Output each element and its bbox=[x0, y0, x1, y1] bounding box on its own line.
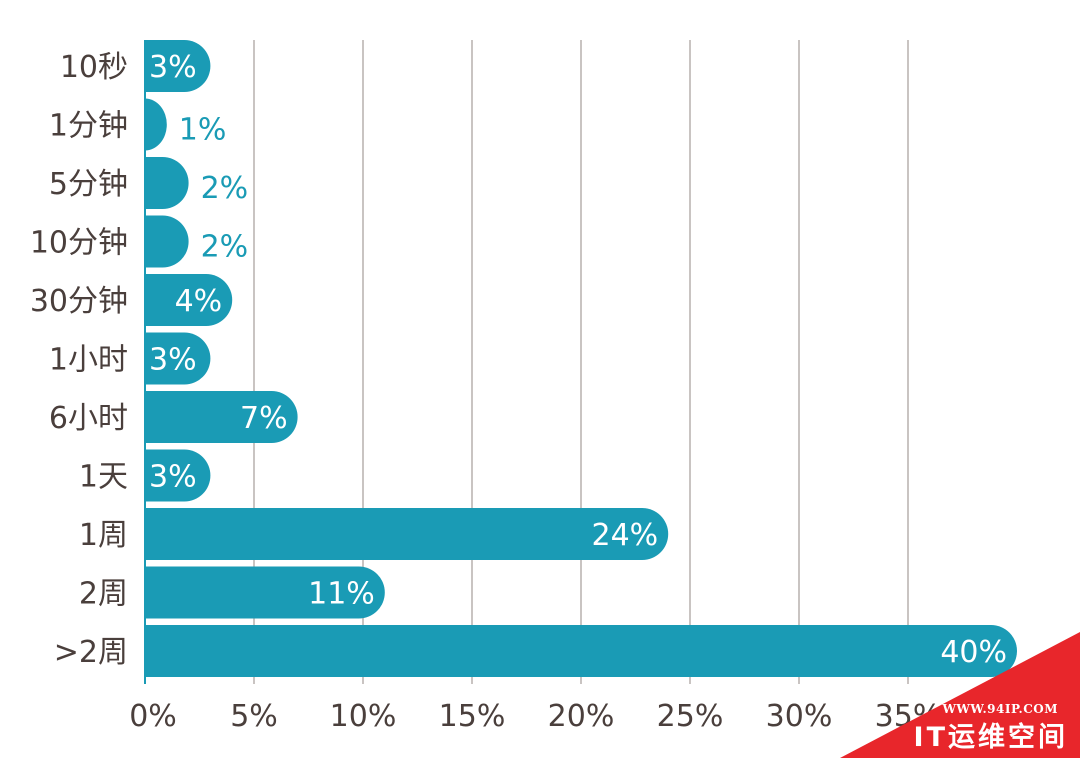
bar bbox=[145, 40, 211, 92]
x-tick-label: 30% bbox=[766, 699, 833, 734]
bar bbox=[145, 274, 233, 326]
bar bbox=[145, 332, 211, 385]
bar bbox=[145, 98, 167, 151]
value-label: 2% bbox=[201, 171, 249, 206]
x-tick-label: 15% bbox=[439, 699, 506, 734]
category-label: 1小时 bbox=[49, 343, 128, 378]
value-label: 11% bbox=[308, 577, 375, 612]
bar bbox=[145, 215, 189, 268]
x-tick-labels: 0% 5% 10% 15% 20% 25% 30% 35% bbox=[129, 699, 941, 734]
x-tick-label: 5% bbox=[230, 699, 278, 734]
bar bbox=[145, 449, 211, 502]
category-label: >2周 bbox=[54, 635, 128, 670]
value-label: 4% bbox=[175, 284, 223, 319]
watermark-url: WWW.94IP.COM bbox=[942, 702, 1058, 716]
category-label: 1分钟 bbox=[49, 109, 128, 144]
watermark-triangle bbox=[840, 632, 1080, 758]
category-label: 5分钟 bbox=[49, 167, 128, 202]
category-label: 30分钟 bbox=[30, 284, 128, 319]
x-tick-label: 20% bbox=[548, 699, 615, 734]
bar bbox=[145, 508, 669, 560]
value-label: 24% bbox=[592, 518, 659, 553]
bars bbox=[145, 40, 1017, 677]
category-label: 1天 bbox=[79, 460, 128, 495]
category-label: 6小时 bbox=[49, 401, 128, 436]
value-label: 3% bbox=[149, 50, 197, 85]
x-tick-label: 25% bbox=[657, 699, 724, 734]
value-label: 2% bbox=[201, 230, 249, 265]
bar bbox=[145, 391, 298, 443]
value-label: 1% bbox=[179, 113, 227, 148]
bar bbox=[145, 625, 1017, 677]
value-label: 3% bbox=[149, 343, 197, 378]
x-tick-label: 0% bbox=[129, 699, 177, 734]
category-label: 10分钟 bbox=[30, 226, 128, 261]
value-label: 3% bbox=[149, 460, 197, 495]
x-tick-label: 10% bbox=[330, 699, 397, 734]
category-label: 1周 bbox=[79, 518, 128, 553]
category-label: 10秒 bbox=[60, 50, 128, 85]
value-label: 7% bbox=[240, 401, 288, 436]
category-label: 2周 bbox=[79, 577, 128, 612]
bar bbox=[145, 157, 189, 209]
category-labels: 10秒 1分钟 5分钟 10分钟 30分钟 1小时 6小时 1天 1周 2周 >2周 bbox=[30, 50, 128, 670]
grid-lines bbox=[144, 40, 909, 684]
bar bbox=[145, 566, 385, 619]
watermark-name: IT运维空间 bbox=[913, 722, 1068, 753]
watermark-logo: WWW.94IP.COM IT运维空间 bbox=[840, 632, 1080, 758]
value-labels: 3%1%2%2%4%3%7%3%24%11%40% bbox=[149, 50, 1007, 670]
